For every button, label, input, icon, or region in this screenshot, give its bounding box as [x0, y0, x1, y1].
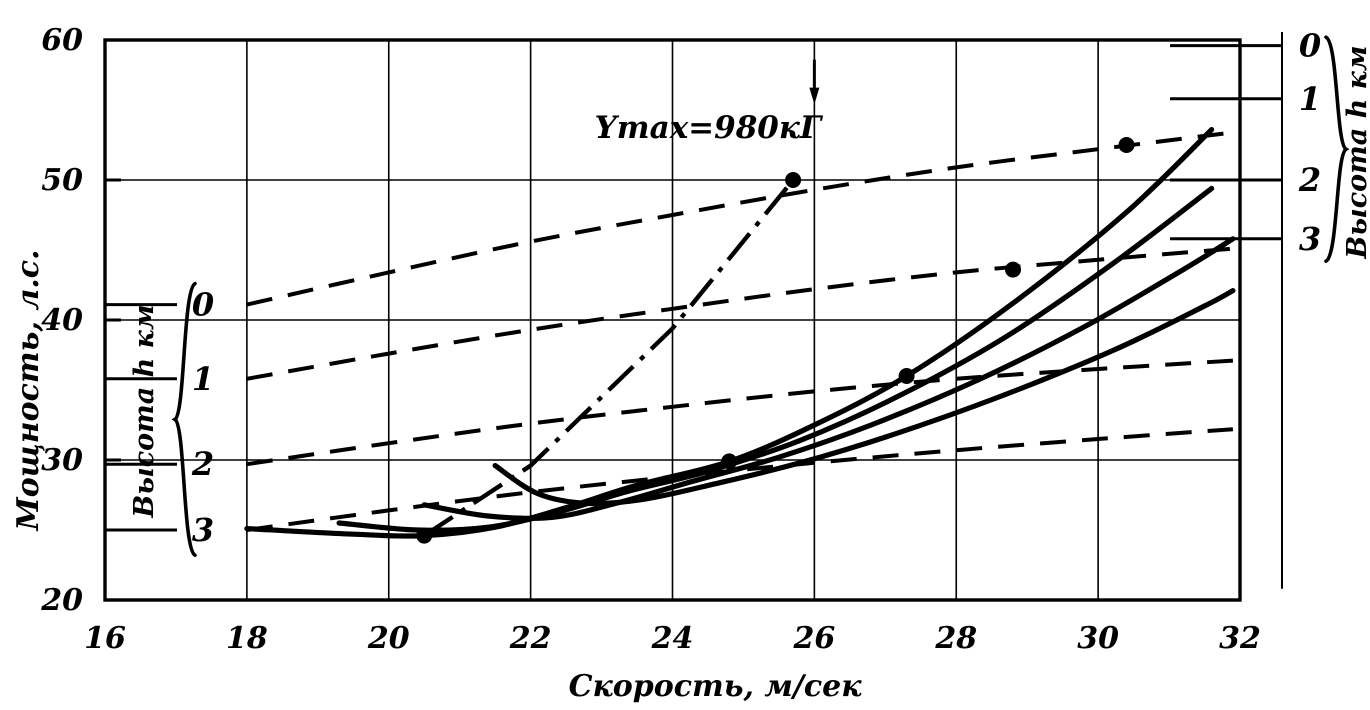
dashed-curves	[246, 130, 1234, 532]
data-marker	[785, 172, 802, 188]
dashdot-curve	[423, 178, 795, 538]
data-point-markers	[416, 137, 1135, 544]
ymax-annotation: Ymax=980кГ	[595, 110, 824, 146]
dashed-curve	[246, 246, 1234, 381]
right-height-label: 2	[1298, 161, 1321, 199]
x-tick-label: 26	[793, 621, 836, 656]
right-height-label: 0	[1299, 27, 1321, 65]
x-tick-label: 16	[84, 621, 126, 656]
x-tick-label: 30	[1077, 621, 1119, 656]
solid-curve	[421, 236, 1236, 522]
y-tick-label: 30	[41, 443, 83, 478]
dashed-curve	[246, 130, 1234, 307]
dashed-curve	[246, 358, 1234, 467]
left-height-label: 0	[192, 286, 214, 324]
dashed-curve	[246, 427, 1234, 532]
left-height-label: 3	[192, 511, 214, 549]
y-tick-label: 20	[40, 583, 83, 618]
data-marker	[721, 453, 738, 470]
plot-frame	[103, 38, 1242, 602]
x-axis-title: Скорость, м/сек	[569, 669, 863, 704]
y-tick-label: 40	[41, 303, 83, 338]
x-tick-label: 24	[651, 621, 694, 656]
grid-lines	[105, 40, 1240, 600]
right-brace	[1324, 35, 1350, 263]
x-tick-label: 32	[1219, 621, 1261, 656]
left-legend-title: Высота h км	[129, 304, 160, 518]
data-marker	[898, 368, 915, 384]
right-legend-title: Высота h км	[1342, 45, 1370, 259]
solid-curve	[492, 288, 1236, 507]
y-tick-label: 50	[41, 163, 83, 198]
right-height-label: 1	[1299, 80, 1321, 118]
left-height-label: 1	[192, 360, 214, 398]
x-tick-label: 28	[934, 621, 977, 656]
data-marker	[416, 527, 433, 544]
right-height-label: 3	[1299, 220, 1321, 258]
x-tick-label: 22	[509, 621, 552, 656]
ymax-arrowhead	[809, 87, 820, 105]
height-leader-lines	[105, 32, 1283, 589]
x-tick-label: 20	[367, 621, 410, 656]
y-axis-title: Мощность, л.с.	[11, 250, 46, 532]
dashdot-curve	[423, 178, 795, 538]
left-brace	[171, 281, 197, 557]
left-height-label: 2	[191, 445, 214, 483]
y-tick-label: 60	[41, 23, 83, 58]
x-tick-label: 18	[226, 621, 268, 656]
data-marker	[1005, 261, 1021, 278]
solid-curve	[336, 185, 1215, 533]
data-marker	[1118, 137, 1135, 153]
